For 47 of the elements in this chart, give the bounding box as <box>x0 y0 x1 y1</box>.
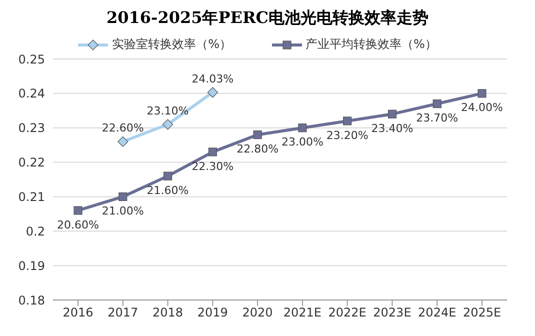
x-tick-label: 2018 <box>152 306 184 320</box>
x-tick-label: 2024E <box>418 306 456 320</box>
data-label: 21.00% <box>102 204 144 218</box>
x-tick-label: 2016 <box>62 306 94 320</box>
point <box>163 172 172 180</box>
data-label: 23.70% <box>416 112 458 125</box>
data-label: 22.60% <box>102 122 144 135</box>
y-tick-label: 0.22 <box>18 156 45 170</box>
data-label: 23.20% <box>326 128 368 142</box>
chart-title: 2016-2025年PERC电池光电转换效率走势 <box>106 8 430 29</box>
legend-label: 产业平均转换效率（%） <box>304 36 437 53</box>
y-tick-label: 0.23 <box>18 121 45 136</box>
x-tick-label: 2023E <box>373 306 412 320</box>
data-label: 21.60% <box>146 184 189 197</box>
data-label: 22.80% <box>236 142 279 156</box>
data-label: 20.60% <box>57 218 99 232</box>
data-label: 24.00% <box>461 101 503 114</box>
x-tick-label: 2020 <box>242 306 273 320</box>
legend-label: 实验室转换效率（%） <box>111 36 232 53</box>
y-tick-label: 0.18 <box>18 293 45 308</box>
point <box>388 110 397 118</box>
data-label: 23.00% <box>281 136 324 149</box>
point <box>162 119 174 130</box>
point <box>118 192 128 202</box>
point <box>298 124 307 132</box>
x-tick-label: 2025E <box>462 306 502 320</box>
x-tick-label: 2021E <box>283 306 322 320</box>
point <box>208 148 217 156</box>
y-tick-label: 0.24 <box>18 86 45 101</box>
x-tick-label: 2022E <box>328 306 366 320</box>
y-tick-label: 0.21 <box>18 190 45 204</box>
y-tick-label: 0.2 <box>26 224 45 238</box>
y-tick-label: 0.19 <box>18 258 45 273</box>
point <box>432 99 442 108</box>
point <box>253 130 262 140</box>
data-label: 24.03% <box>192 72 234 86</box>
point <box>118 136 128 147</box>
x-tick-label: 2017 <box>108 306 138 320</box>
point <box>343 116 352 126</box>
y-tick-label: 0.25 <box>18 52 45 66</box>
data-label: 23.10% <box>146 104 189 118</box>
data-label: 22.30% <box>192 160 234 173</box>
point <box>207 87 218 98</box>
data-label: 23.40% <box>371 122 414 135</box>
point <box>478 89 486 98</box>
x-tick-label: 2019 <box>197 306 228 320</box>
point <box>74 206 82 215</box>
